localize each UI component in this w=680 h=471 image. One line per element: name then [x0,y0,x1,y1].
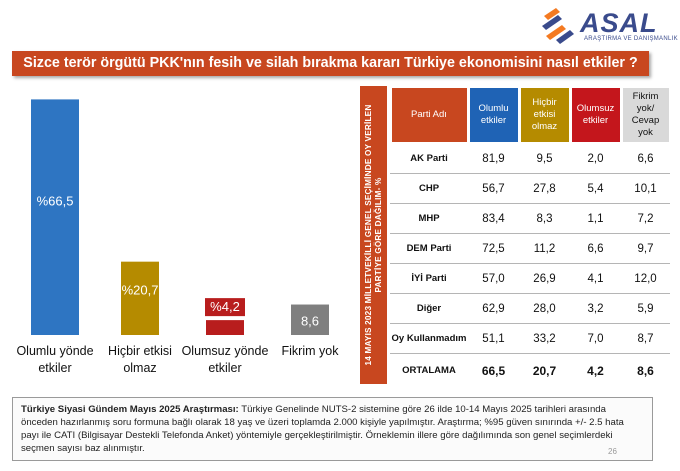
table-body: AK Parti 81,9 9,5 2,0 6,6 CHP 56,7 27,8 5,4 10,1 M… [390,144,670,388]
table-cell: 83,4 [468,203,519,234]
table-row: DEM Parti 72,5 11,2 6,6 9,7 [390,233,670,264]
table-header-4: Olumsuz etkiler [570,86,621,144]
table-cell: 56,7 [468,173,519,204]
table-row: AK Parti 81,9 9,5 2,0 6,6 [390,144,670,174]
table-cell: 81,9 [468,144,519,174]
table-side-label: 14 MAYIS 2023 MİLLETVEKİLLİ GENEL SEÇİMİ… [360,86,387,384]
table-cell: 7,0 [570,323,621,354]
table-cell: 27,8 [519,173,570,204]
table-cell: 5,4 [570,173,621,204]
table-cell: 7,2 [621,203,670,234]
bar-value-label-3: %4,2 [210,299,240,314]
page-number: 26 [608,447,617,456]
table-cell: 8,3 [519,203,570,234]
table-cell: 3,2 [570,293,621,324]
logo-tagline: ARAŞTIRMA VE DANIŞMANLIK [584,36,678,42]
bar-2 [121,261,159,335]
table-cell: 11,2 [519,233,570,264]
logo-wordmark: ASAL [580,8,658,38]
table-cell: 72,5 [468,233,519,264]
table-cell: 6,6 [570,233,621,264]
table-cell: 5,9 [621,293,670,324]
bar-category-label-4: Fikrim yok [281,344,339,358]
table-cell: 62,9 [468,293,519,324]
party-name: İYİ Parti [390,263,468,294]
party-name: CHP [390,173,468,204]
table-header-row: Parti Adı Olumlu etkiler Hiçbir etkisi olm… [390,86,670,144]
table-row: Oy Kullanmadım 51,1 33,2 7,0 8,7 [390,323,670,354]
bar-category-label-2: Hiçbir etkisi olmaz [108,344,172,375]
table-cell: 33,2 [519,323,570,354]
bar-1 [31,99,79,336]
bar-category-label-3: Olumsuz yönde etkiler [181,344,269,375]
table-cell: 4,1 [570,263,621,294]
table-row: İYİ Parti 57,0 26,9 4,1 12,0 [390,263,670,294]
table-cell: 8,7 [621,323,670,354]
bar-value-label-2: %20,7 [122,283,159,298]
table-side-label-text: 14 MAYIS 2023 MİLLETVEKİLLİ GENEL SEÇİMİ… [363,104,383,366]
table-cell: 66,5 [481,364,506,378]
party-name: AK Parti [390,144,468,174]
bar-category-label-1: Olumlu yönde etkiler [16,344,94,375]
bar-4 [291,304,329,335]
table-cell: 12,0 [621,263,670,294]
bar-value-label-4: 8,6 [301,313,319,328]
methodology-note: Türkiye Siyasi Gündem Mayıs 2025 Araştır… [12,397,653,461]
table-row: Diğer 62,9 28,0 3,2 5,9 [390,293,670,324]
question-title: Sizce terör örgütü PKK'nın fesih ve sila… [12,51,649,76]
table-cell: 9,7 [621,233,670,264]
table-cell: 28,0 [519,293,570,324]
table-cell: 1,1 [570,203,621,234]
party-name: MHP [390,203,468,234]
logo-bars-icon [542,8,574,44]
table-cell: 51,1 [468,323,519,354]
note-title: Türkiye Siyasi Gündem Mayıs 2025 Araştır… [21,404,239,415]
bar-3 [206,320,244,335]
table-row: CHP 56,7 27,8 5,4 10,1 [390,173,670,204]
table-cell: 10,1 [621,173,670,204]
table-cell: 9,5 [519,144,570,174]
table-cell: 26,9 [519,263,570,294]
note-text: Türkiye Genelinde NUTS-2 sistemine göre … [21,404,624,454]
party-name: ORTALAMA [402,365,456,376]
table-cell: 8,6 [637,364,654,378]
table-header-5: Fikrim yok/ Cevap yok [621,86,670,144]
bar-chart: %66,5 %20,7 %4,2 8,6 [31,99,329,336]
table-cell: 2,0 [570,144,621,174]
table-row: MHP 83,4 8,3 1,1 7,2 [390,203,670,234]
table-cell: 4,2 [587,364,604,378]
party-name: Diğer [390,293,468,324]
table-header-3: Hiçbir etkisi olmaz [519,86,570,144]
party-name: DEM Parti [390,233,468,264]
table-cell: 6,6 [621,144,670,174]
table-total-row: ORTALAMA 66,5 20,7 4,2 8,6 [390,354,670,389]
table-cell: 20,7 [532,364,557,378]
party-name: Oy Kullanmadım [390,323,468,354]
party-breakdown-table: Parti Adı Olumlu etkiler Hiçbir etkisi olm… [390,86,670,388]
bar-label-bg-3 [205,298,245,317]
asal-logo: ASAL ARAŞTIRMA VE DANIŞMANLIK [540,6,678,46]
bar-value-label-1: %66,5 [37,193,74,208]
table-header-1: Parti Adı [390,86,468,144]
table-cell: 57,0 [468,263,519,294]
table-header-2: Olumlu etkiler [468,86,519,144]
